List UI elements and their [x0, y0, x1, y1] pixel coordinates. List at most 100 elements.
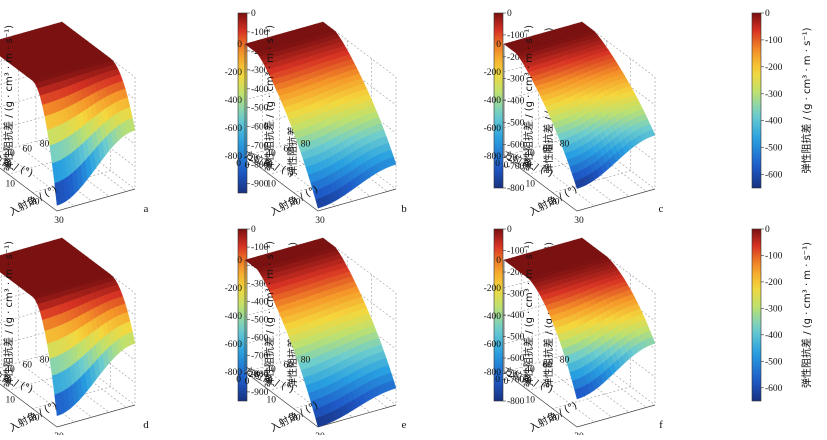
x-tick-label: 20 — [291, 198, 301, 208]
z-tick-label: -400 — [225, 312, 243, 322]
y-tick-label: 40 — [266, 365, 276, 375]
colorbar-tick-label: -600 — [507, 354, 525, 364]
y-tick-label: 20 — [249, 154, 259, 164]
x-tick-label: 20 — [30, 198, 40, 208]
panel-label: f — [659, 419, 663, 431]
y-tick-label: 80 — [40, 139, 50, 149]
z-axis-title: 弹性阻抗差 / (g · cm³ · m · s⁻¹) — [2, 241, 15, 387]
z-tick-label: -600 — [225, 124, 243, 134]
colorbar-tick-label: -500 — [507, 333, 525, 343]
colorbar-gradient — [237, 12, 248, 194]
colorbar-tick-label: 0 — [251, 225, 256, 235]
y-tick-label: 80 — [560, 355, 570, 365]
y-tick-label: 40 — [525, 365, 535, 375]
y-tick-label: 60 — [23, 144, 33, 154]
colorbar-title: 弹性阻抗差 / (g · cm³ · m · s⁻¹) — [800, 242, 813, 388]
x-tick-label: 10 — [267, 179, 277, 189]
colorbar-tick-label: -500 — [765, 144, 783, 154]
y-tick-label: 60 — [284, 144, 294, 154]
y-tick-label: 40 — [5, 365, 15, 375]
z-tick-label: -800 — [225, 152, 243, 162]
colorbar-title: 弹性阻抗差 / (g · cm³ · m · s⁻¹) — [800, 27, 813, 173]
x-tick-label: 30 — [574, 216, 584, 226]
colorbar-tick-label: -500 — [765, 357, 783, 367]
colorbar-tick-label: -600 — [251, 334, 269, 344]
panel-d: 0-200-400-600-800-1 000弹性阻抗差 / (g · cm³ … — [0, 225, 299, 440]
colorbar-tick-label: -700 — [251, 352, 269, 362]
z-tick-label: 0 — [237, 40, 242, 50]
colorbar-tick-label: -800 — [251, 370, 269, 380]
colorbar-tick-label: -400 — [765, 117, 783, 127]
colorbar-tick-label: -600 — [251, 123, 269, 133]
panel-f: 0 -200 -400 -600 -800 弹性阻抗差 / (g · cm³ · m · … — [484, 225, 813, 440]
y-tick-label: 80 — [301, 139, 311, 149]
z-tick-labels: 0 -200 -400 -600 -800 — [225, 40, 243, 162]
panel-label: e — [402, 419, 407, 431]
y-tick-label: 80 — [301, 355, 311, 365]
panel-b: 0-200-400-600-800 弹性阻抗差 / (g · cm³ · m · … — [225, 9, 555, 226]
colorbar-tick-label: -500 — [251, 316, 269, 326]
z-tick-label: -400 — [484, 96, 502, 106]
x-tick-label: 0 — [504, 377, 509, 387]
colorbar-tick-label: -900 — [251, 180, 269, 190]
z-tick-label: 0 — [496, 256, 501, 266]
x-tick-label: 30 — [54, 216, 64, 226]
colorbar-tick-label: -500 — [507, 118, 525, 128]
z-axis-title: 弹性阻抗差 / (g · cm³ · m · s⁻¹) — [263, 25, 276, 171]
surface — [0, 237, 136, 417]
y-tick-label: 0 — [495, 375, 500, 385]
colorbar: 0 -100 -200 -300 -400 -500 -600 弹性阻抗差 / (g · cm… — [751, 9, 813, 189]
y-tick-label: 60 — [543, 360, 553, 370]
panel-e: 0-200-400-600-800 弹性阻抗差 / (g · cm³ · m · … — [225, 225, 555, 440]
colorbar-tick-label: -200 — [765, 278, 783, 288]
x-tick-label: 20 — [291, 414, 301, 424]
x-tick-label: 20 — [30, 414, 40, 424]
x-tick-label: 10 — [6, 179, 16, 189]
x-tick-label: 30 — [315, 216, 325, 226]
colorbar-gradient — [751, 228, 762, 402]
colorbar-tick-label: -200 — [765, 63, 783, 73]
colorbar-tick-label: -400 — [507, 311, 525, 321]
y-tick-label: 60 — [543, 144, 553, 154]
colorbar-tick-label: -600 — [507, 140, 525, 150]
z-tick-labels: 0 -200 -400 -600 -800 — [225, 256, 243, 378]
colorbar-tick-label: -700 — [507, 162, 525, 172]
y-tick-label: 40 — [266, 149, 276, 159]
y-tick-label: 80 — [40, 355, 50, 365]
colorbar: 0 -100 -200 -300 -400 -500 -600 弹性阻抗差 / (g · cm… — [751, 225, 813, 402]
z-tick-label: -200 — [484, 284, 502, 294]
panel-label: a — [144, 203, 149, 215]
colorbar-tick-label: -300 — [251, 66, 269, 76]
z-tick-label: -400 — [225, 96, 243, 106]
colorbar-tick-label: 0 — [507, 225, 512, 235]
colorbar-tick-label: -800 — [251, 161, 269, 171]
y-tick-label: 60 — [284, 360, 294, 370]
x-tick-label: 20 — [550, 414, 560, 424]
panel-label: d — [143, 419, 149, 431]
y-tick-label: 40 — [525, 149, 535, 159]
z-axis-title: 弹性阻抗差 / (g · cm³ · m · s⁻¹) — [263, 241, 276, 387]
z-axis-title: 弹性阻抗差 / (g · cm³ · m · s⁻¹) — [2, 25, 15, 171]
colorbar-tick-label: -400 — [251, 85, 269, 95]
colorbar-tick-label: -100 — [251, 28, 269, 38]
colorbar-tick-label: 0 — [765, 9, 770, 19]
colorbar-tick-label: -400 — [765, 331, 783, 341]
surface — [0, 21, 136, 206]
x-tick-label: 10 — [526, 395, 536, 405]
y-tick-label: 0 — [236, 375, 241, 385]
y-tick-label: 60 — [23, 360, 33, 370]
panel-label: b — [401, 203, 407, 215]
colorbar-gradient — [751, 12, 762, 189]
colorbar-tick-label: -100 — [765, 36, 783, 46]
colorbar-tick-label: -300 — [765, 90, 783, 100]
